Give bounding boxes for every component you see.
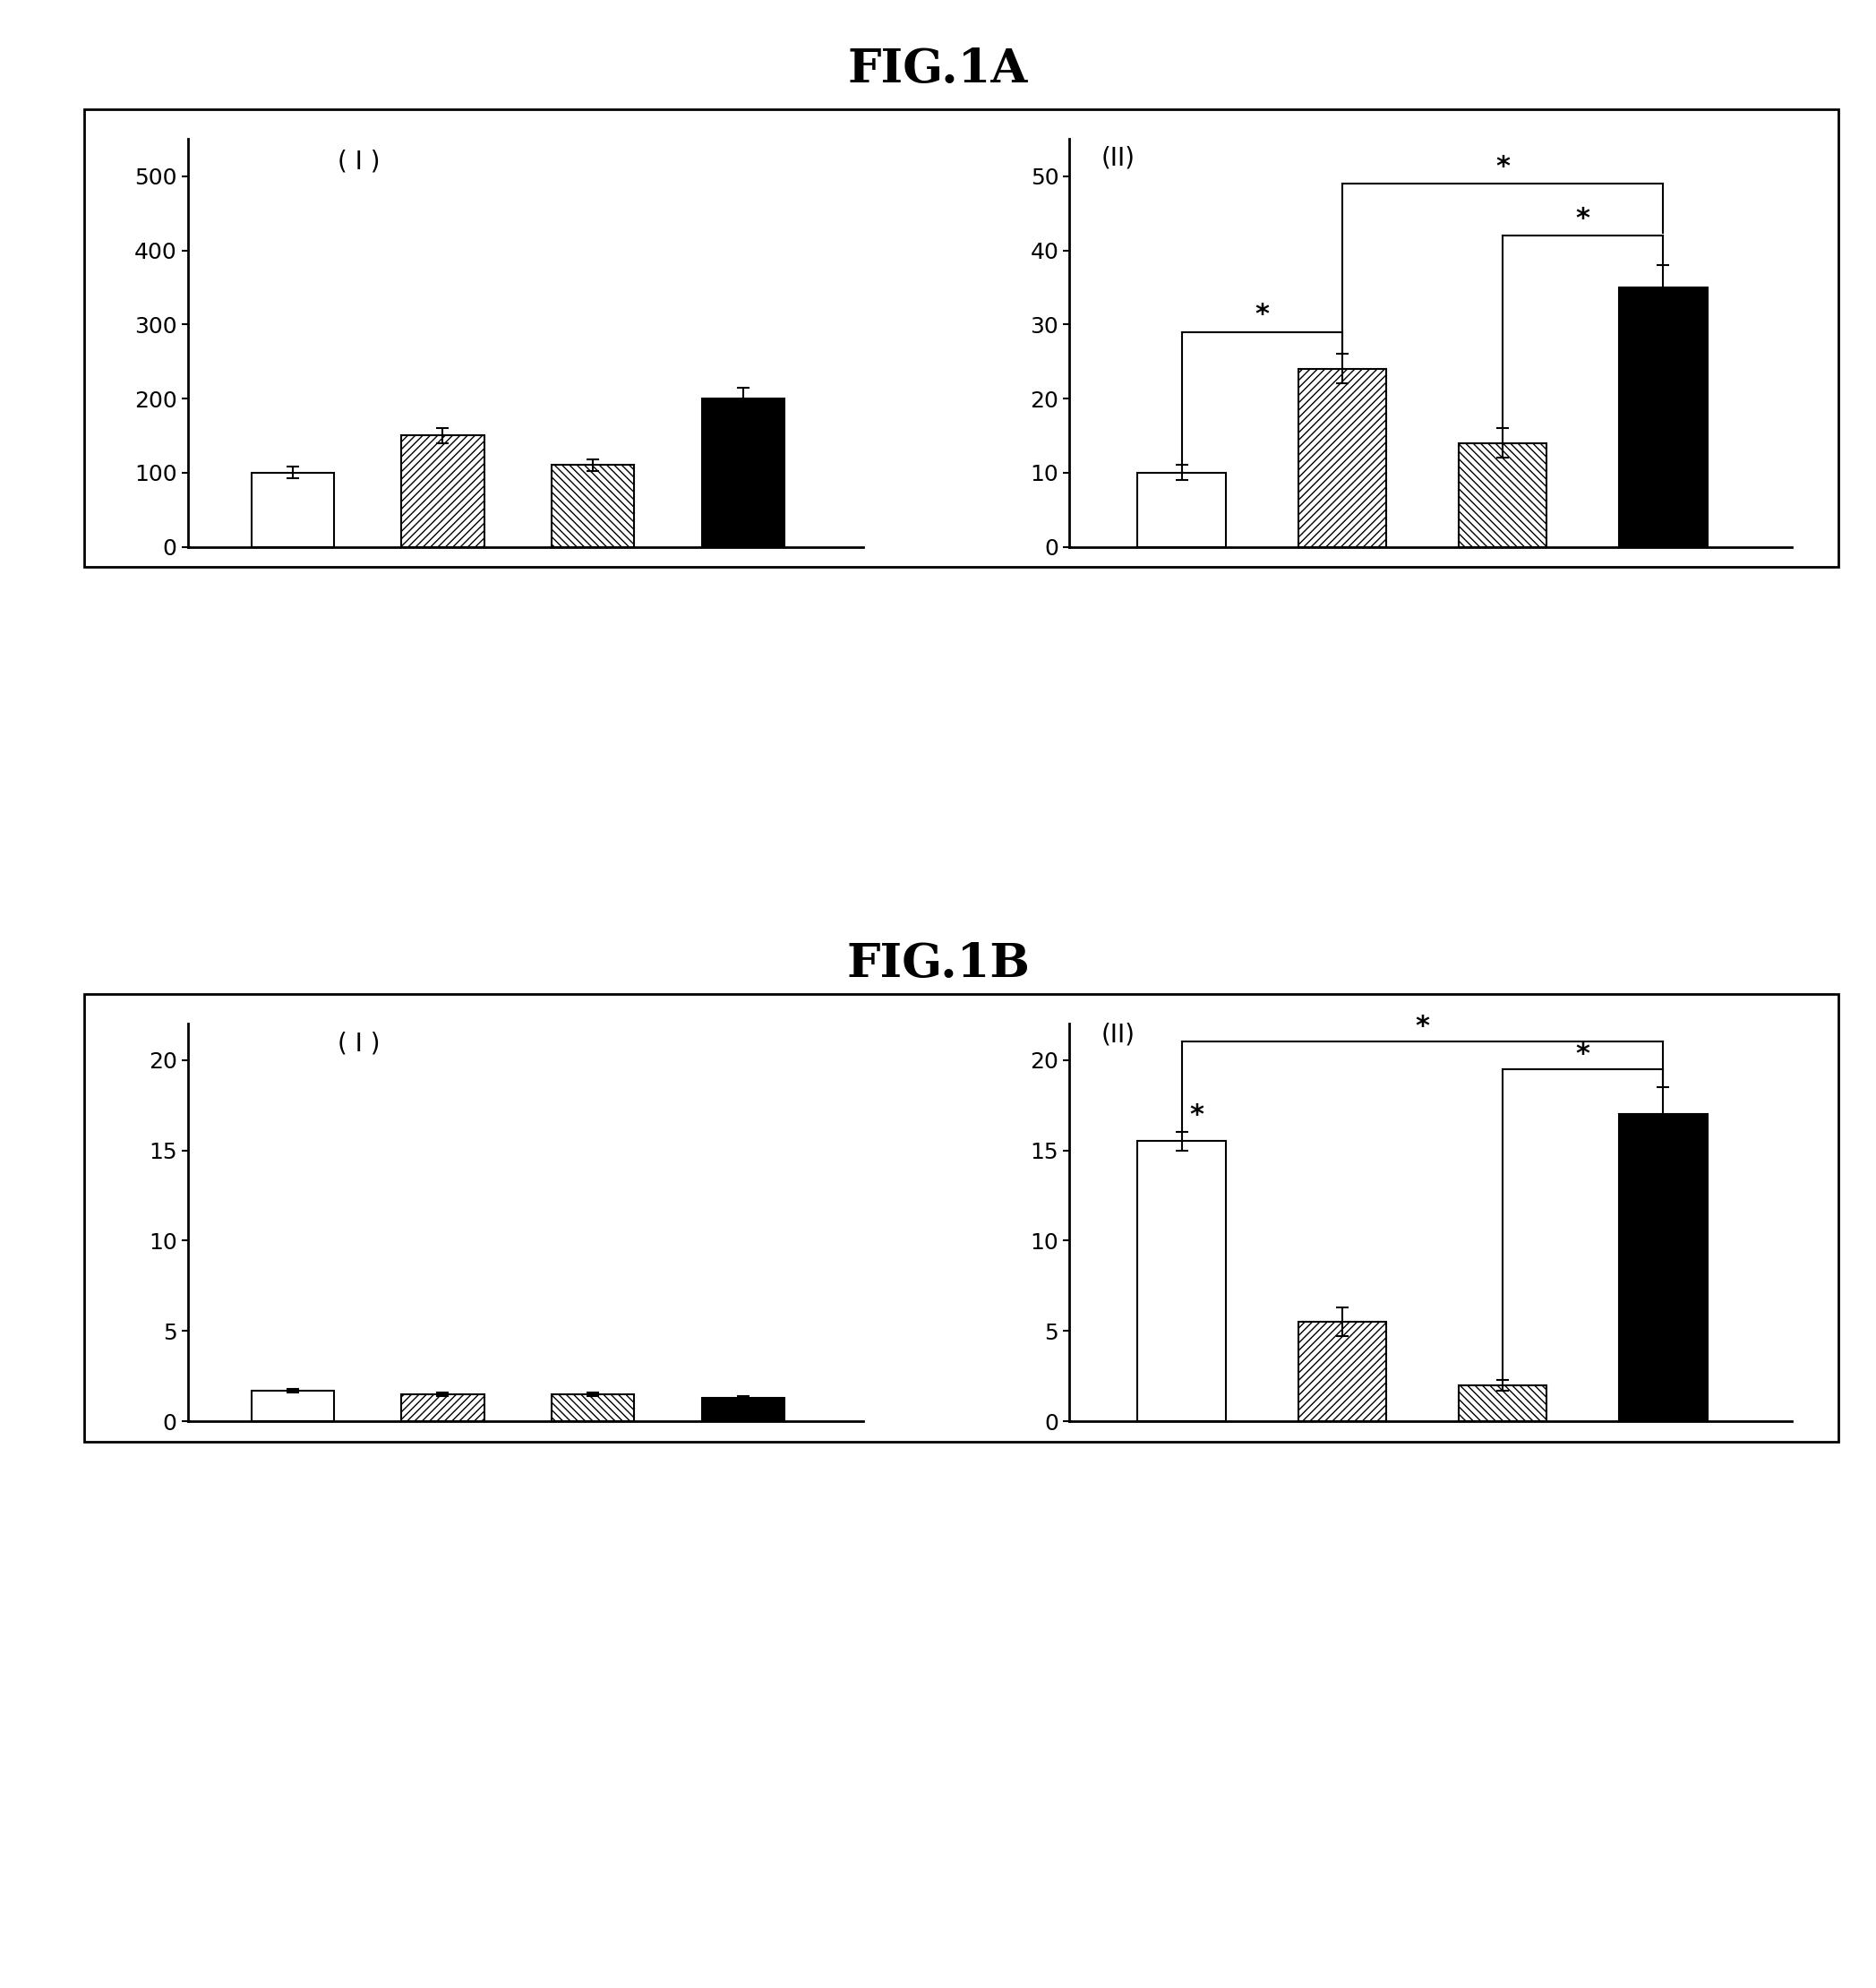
Bar (401, 1394, 484, 1421)
Text: (II): (II) (1101, 1022, 1135, 1048)
Bar (702, 398, 784, 547)
Text: *: * (1415, 1014, 1430, 1040)
Text: ( I ): ( I ) (338, 149, 381, 175)
Bar (401, 435, 484, 547)
Text: FIG.1B: FIG.1B (846, 942, 1030, 986)
Bar (1298, 370, 1386, 547)
Text: *: * (1495, 153, 1510, 181)
Text: *: * (1189, 1103, 1204, 1129)
Text: FIG.1A: FIG.1A (848, 48, 1028, 91)
Bar (702, 1398, 784, 1421)
Text: *: * (1255, 302, 1268, 328)
Bar (251, 473, 334, 547)
Bar (1137, 473, 1225, 547)
Bar (1619, 288, 1707, 547)
Bar (251, 1392, 334, 1421)
Bar (1619, 1113, 1707, 1421)
Bar (552, 1394, 634, 1421)
Bar (1137, 1141, 1225, 1421)
Bar (1298, 1322, 1386, 1421)
Text: *: * (1576, 207, 1591, 233)
Text: *: * (1576, 1042, 1591, 1068)
Bar (1458, 443, 1548, 547)
Bar (552, 465, 634, 547)
Text: (II): (II) (1101, 145, 1135, 171)
Text: ( I ): ( I ) (338, 1032, 381, 1056)
Bar (1458, 1386, 1548, 1421)
